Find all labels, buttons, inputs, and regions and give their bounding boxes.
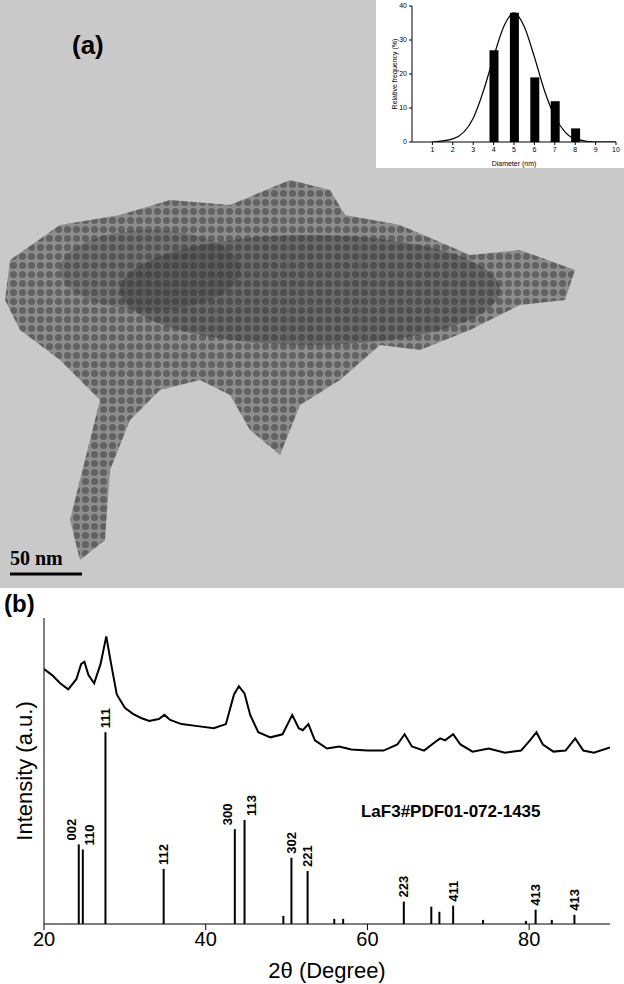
svg-text:0: 0 [403,138,407,145]
svg-text:110: 110 [82,825,97,846]
svg-text:411: 411 [446,881,461,902]
svg-text:111: 111 [98,708,113,728]
svg-text:10: 10 [399,104,407,111]
svg-text:223: 223 [396,876,411,898]
svg-text:Relative frequency (%): Relative frequency (%) [391,39,399,110]
html-text:50 nm: 50 nm [10,547,63,569]
svg-text:20: 20 [399,70,407,77]
svg-text:7: 7 [553,146,557,153]
svg-text:80: 80 [518,928,540,950]
svg-text:30: 30 [399,36,407,43]
svg-text:4: 4 [492,146,496,153]
svg-text:302: 302 [284,832,299,854]
svg-text:002: 002 [64,819,79,841]
svg-text:113: 113 [244,795,259,816]
svg-text:3: 3 [471,146,475,153]
svg-text:6: 6 [532,146,536,153]
svg-text:413: 413 [567,889,582,911]
svg-text:8: 8 [573,146,577,153]
svg-text:40: 40 [399,2,407,9]
svg-text:300: 300 [220,803,235,825]
svg-text:60: 60 [356,928,378,950]
svg-text:1: 1 [430,146,434,153]
svg-text:413: 413 [528,884,543,906]
html-text:LaF3#PDF01-072-1435: LaF3#PDF01-072-1435 [361,802,541,821]
svg-text:112: 112 [156,844,171,865]
svg-text:5: 5 [512,146,516,153]
svg-text:2θ (Degree): 2θ (Degree) [268,958,385,983]
html-text:(b): (b) [4,590,35,617]
svg-text:Diameter (nm): Diameter (nm) [492,160,537,168]
html-text:(a): (a) [72,30,104,60]
svg-text:Intensity (a.u.): Intensity (a.u.) [12,701,37,840]
svg-text:2: 2 [451,146,455,153]
svg-text:9: 9 [594,146,598,153]
svg-text:221: 221 [300,845,315,867]
svg-text:40: 40 [195,928,217,950]
svg-text:20: 20 [33,928,55,950]
svg-text:10: 10 [612,146,620,153]
